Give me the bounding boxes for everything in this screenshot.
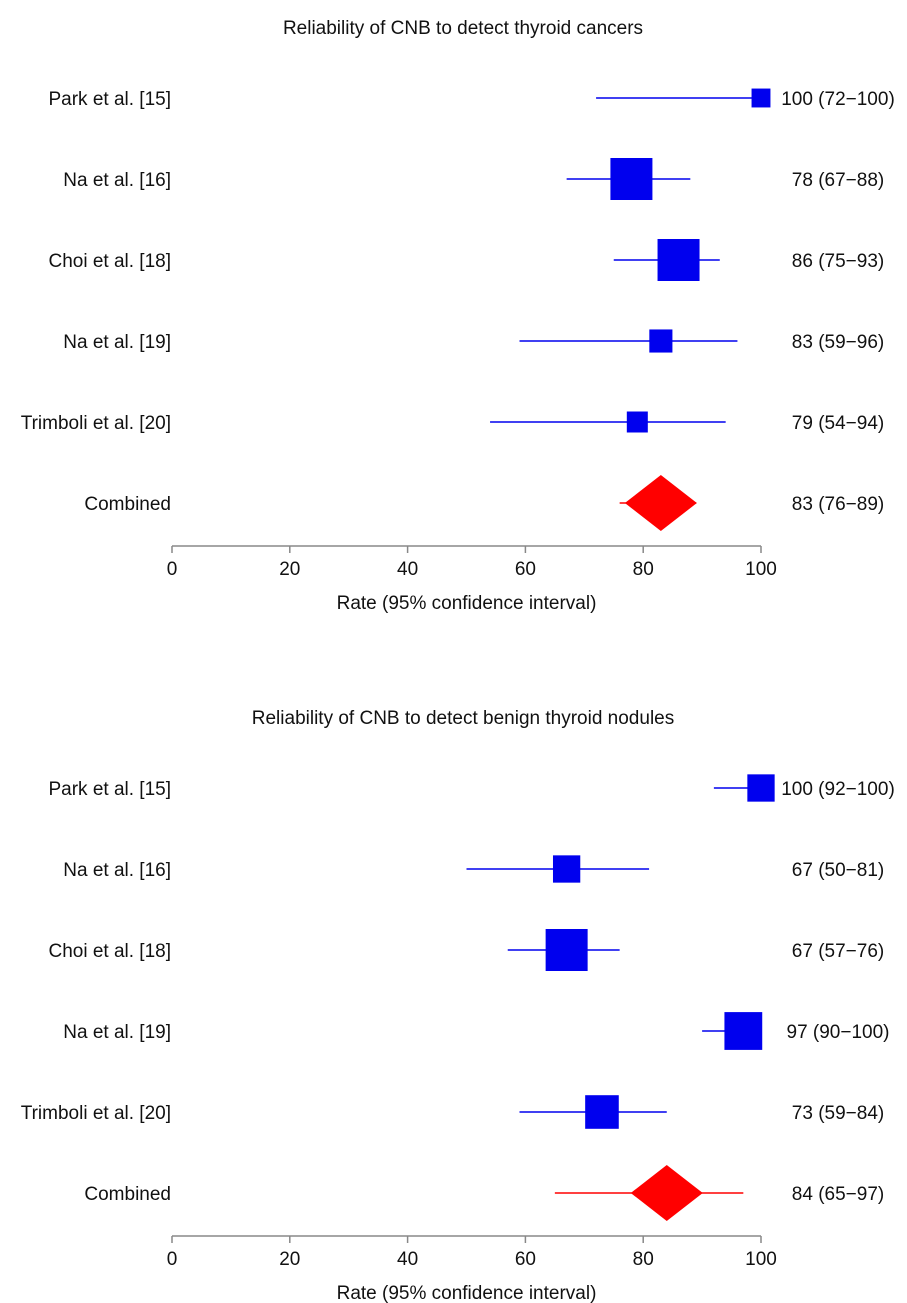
combined-ci-text: 83 (76−89)	[792, 494, 884, 515]
x-tick-label: 0	[167, 1249, 178, 1270]
x-tick-label: 40	[397, 1249, 418, 1270]
study-ci-text: 83 (59−96)	[792, 332, 884, 353]
x-tick-label: 80	[633, 559, 654, 580]
study-ci-text: 86 (75−93)	[792, 251, 884, 272]
combined-ci-text: 84 (65−97)	[792, 1184, 884, 1205]
combined-label: Combined	[84, 494, 171, 515]
x-axis-label: Rate (95% confidence interval)	[337, 1283, 597, 1303]
study-ci-text: 78 (67−88)	[792, 170, 884, 191]
study-label: Choi et al. [18]	[48, 941, 171, 962]
study-estimate-square	[626, 411, 648, 433]
study-ci-text: 100 (92−100)	[781, 779, 895, 800]
study-ci-text: 79 (54−94)	[792, 413, 884, 434]
study-estimate-square	[610, 158, 653, 200]
x-tick-label: 40	[397, 559, 418, 580]
study-label: Trimboli et al. [20]	[21, 1103, 171, 1124]
forest-panel-cancers: Reliability of CNB to detect thyroid can…	[21, 18, 895, 614]
study-estimate-square	[545, 929, 588, 971]
combined-estimate-diamond	[630, 1165, 703, 1221]
study-label: Na et al. [16]	[63, 170, 171, 191]
chart-title: Reliability of CNB to detect thyroid can…	[283, 18, 643, 39]
study-ci-text: 97 (90−100)	[787, 1022, 890, 1043]
x-tick-label: 80	[633, 1249, 654, 1270]
study-estimate-square	[724, 1012, 763, 1050]
study-label: Na et al. [16]	[63, 860, 171, 881]
study-label: Na et al. [19]	[63, 1022, 171, 1043]
chart-title: Reliability of CNB to detect benign thyr…	[252, 708, 674, 729]
study-label: Park et al. [15]	[48, 89, 171, 110]
x-tick-label: 0	[167, 559, 178, 580]
study-label: Choi et al. [18]	[48, 251, 171, 272]
study-estimate-square	[657, 239, 700, 281]
study-label: Na et al. [19]	[63, 332, 171, 353]
study-estimate-square	[552, 855, 581, 883]
forest-panel-benign: Reliability of CNB to detect benign thyr…	[21, 708, 895, 1303]
combined-estimate-diamond	[624, 475, 697, 531]
study-estimate-square	[747, 774, 775, 802]
x-tick-label: 100	[745, 559, 777, 580]
x-tick-label: 60	[515, 559, 536, 580]
study-ci-text: 67 (50−81)	[792, 860, 884, 881]
study-label: Trimboli et al. [20]	[21, 413, 171, 434]
study-estimate-square	[751, 88, 771, 108]
x-tick-label: 20	[279, 559, 300, 580]
x-tick-label: 60	[515, 1249, 536, 1270]
x-tick-label: 20	[279, 1249, 300, 1270]
x-axis-label: Rate (95% confidence interval)	[337, 593, 597, 614]
study-label: Park et al. [15]	[48, 779, 171, 800]
study-ci-text: 67 (57−76)	[792, 941, 884, 962]
study-estimate-square	[585, 1095, 619, 1129]
study-ci-text: 100 (72−100)	[781, 89, 895, 110]
x-tick-label: 100	[745, 1249, 777, 1270]
study-estimate-square	[649, 329, 673, 353]
combined-label: Combined	[84, 1184, 171, 1205]
study-ci-text: 73 (59−84)	[792, 1103, 884, 1124]
